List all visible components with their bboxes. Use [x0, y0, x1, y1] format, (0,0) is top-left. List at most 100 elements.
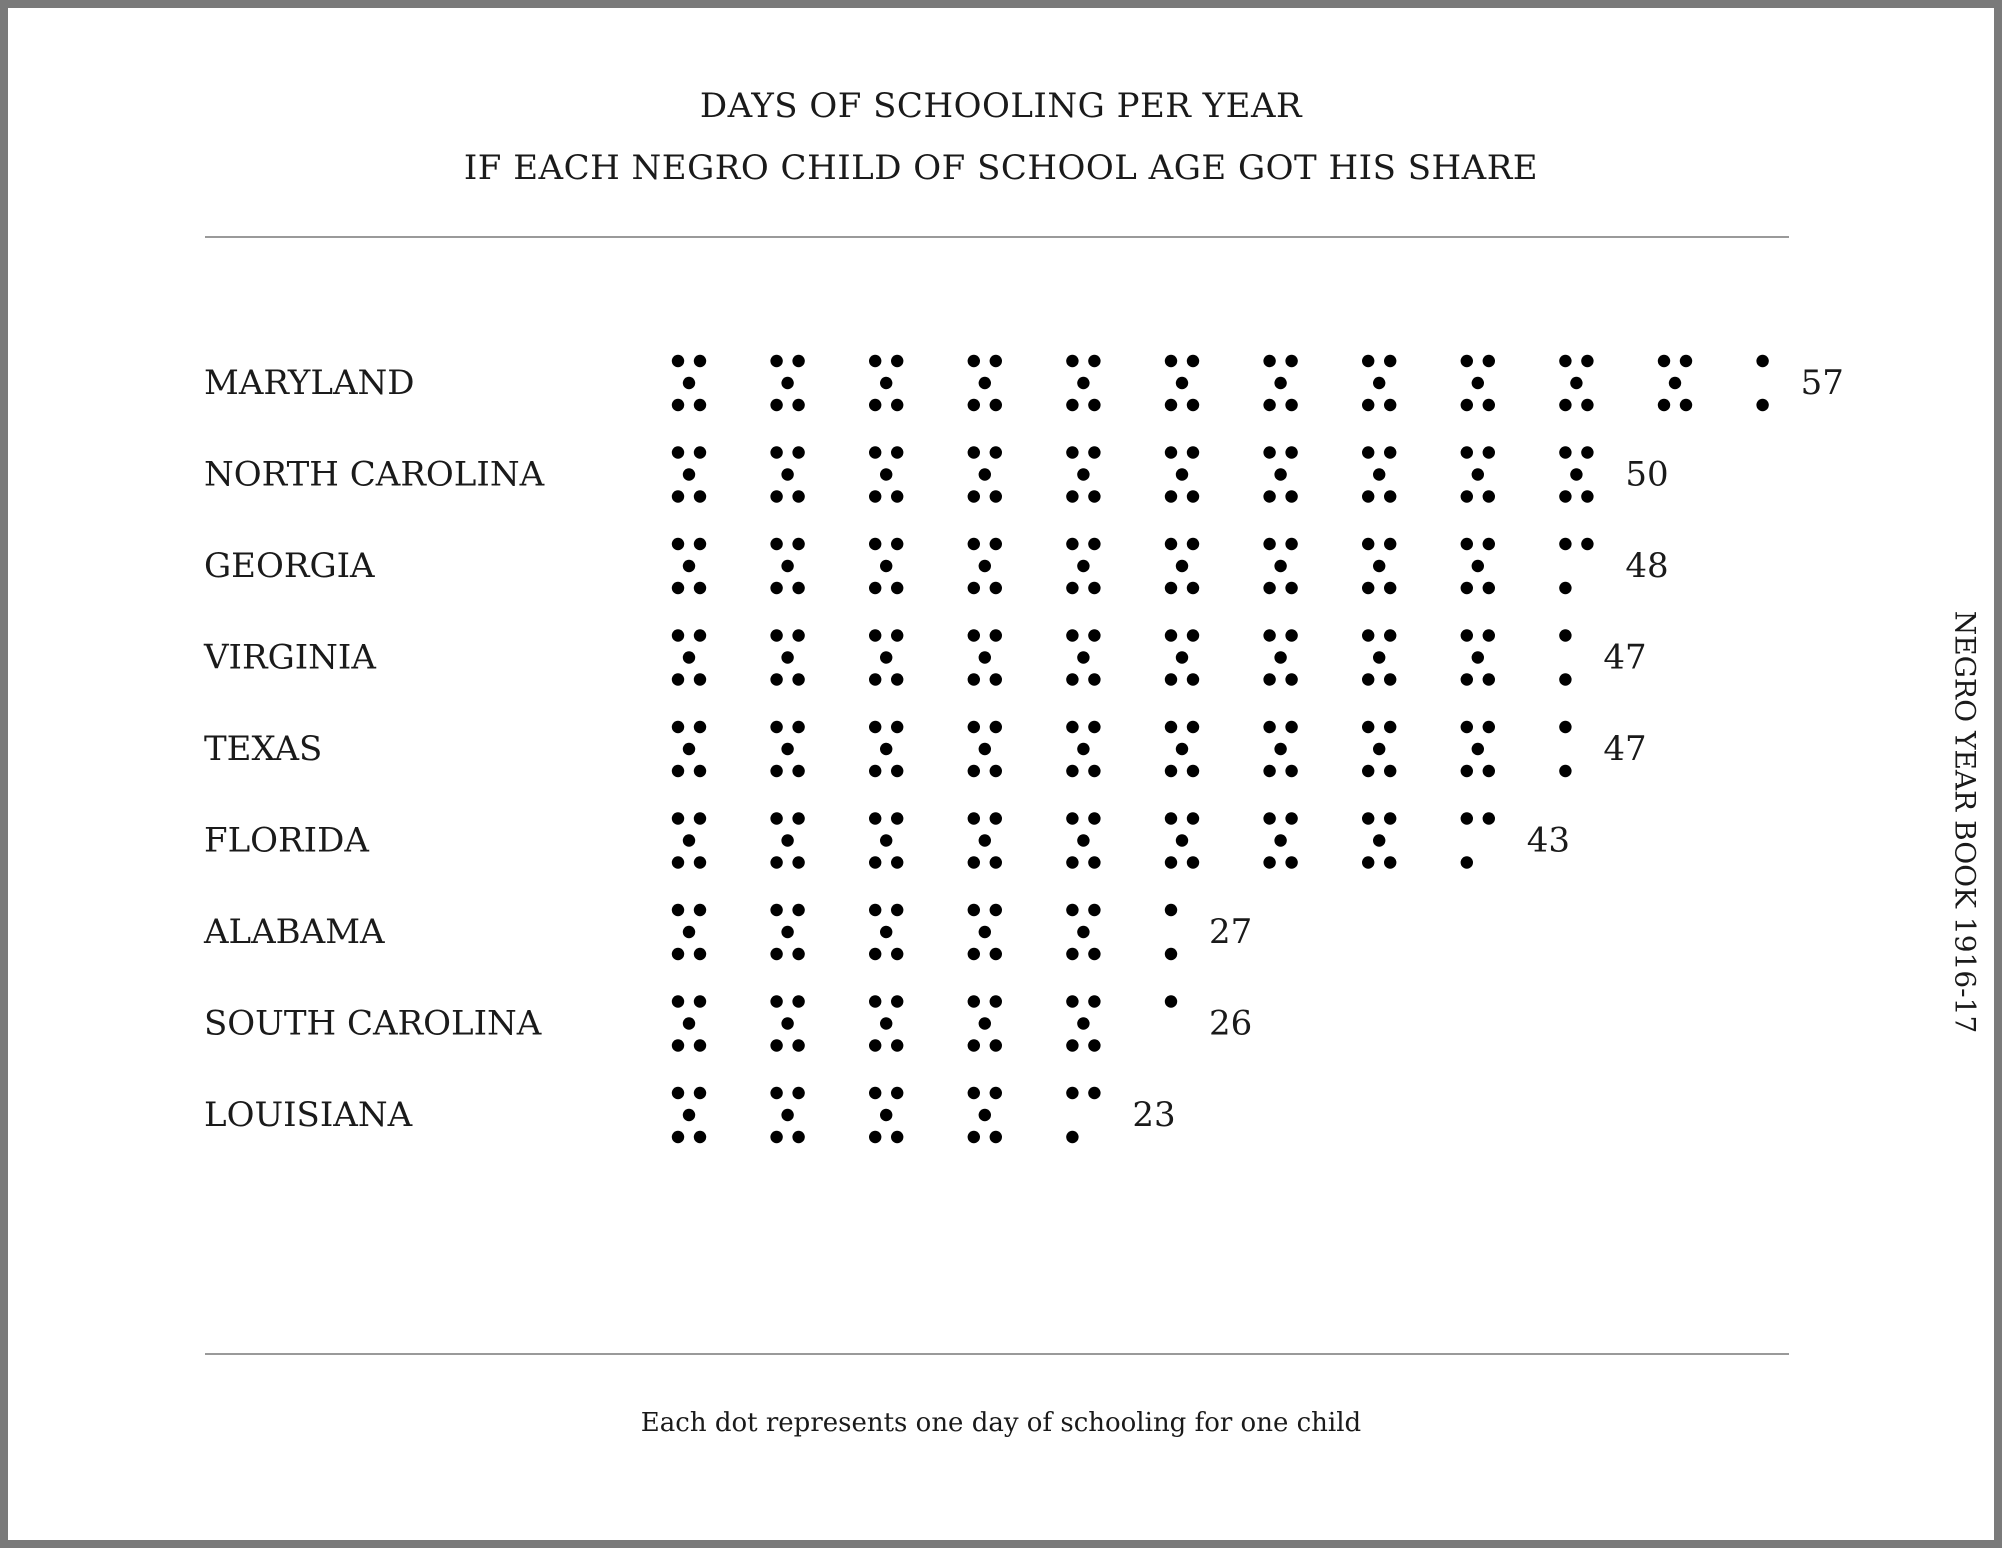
data-dot: [693, 581, 707, 595]
data-dot: [1263, 856, 1276, 869]
data-dot: [880, 376, 893, 390]
data-dot: [869, 1130, 882, 1144]
data-dot: [1570, 468, 1583, 481]
data-dot: [671, 995, 685, 1008]
data-dot: [1164, 995, 1178, 1008]
data-dot: [1088, 398, 1101, 412]
data-dot: [1559, 720, 1572, 734]
data-dot: [693, 764, 707, 778]
value-label: 43: [1527, 821, 1570, 861]
data-dot: [693, 629, 707, 642]
data-dot: [1175, 742, 1189, 756]
data-dot: [1186, 398, 1200, 412]
data-dot: [770, 720, 783, 734]
data-dot: [1384, 812, 1397, 825]
data-dot: [1263, 398, 1276, 412]
data-dot: [967, 720, 980, 734]
data-dot: [967, 398, 980, 412]
data-dot: [1077, 742, 1090, 756]
data-dot: [792, 720, 805, 734]
data-dot: [1088, 764, 1101, 778]
dot-row: [671, 446, 1594, 503]
data-dot: [880, 468, 893, 481]
data-dot: [693, 720, 707, 734]
data-dot: [1077, 468, 1090, 481]
data-dot: [1164, 537, 1178, 551]
data-dot: [693, 354, 707, 368]
data-dot: [891, 629, 904, 642]
data-dot: [1559, 581, 1572, 595]
data-dot: [682, 651, 696, 664]
data-dot: [869, 1039, 882, 1052]
data-dot: [989, 903, 1002, 917]
data-dot: [1186, 537, 1200, 551]
data-dot: [869, 856, 882, 869]
data-dot: [770, 398, 783, 412]
data-dot: [869, 947, 882, 961]
data-dot: [1066, 446, 1079, 459]
data-dot: [1362, 490, 1375, 503]
data-dot: [978, 1017, 991, 1030]
data-dot: [891, 1130, 904, 1144]
data-dot: [792, 1039, 805, 1052]
data-dot: [1164, 673, 1178, 686]
data-dot: [891, 947, 904, 961]
dot-row: [671, 1086, 1101, 1144]
data-dot: [869, 764, 882, 778]
data-dot: [891, 446, 904, 459]
data-dot: [1460, 354, 1474, 368]
data-dot: [1263, 629, 1276, 642]
data-dot: [693, 856, 707, 869]
data-dot: [1175, 559, 1189, 573]
data-dot: [1657, 354, 1671, 368]
data-dot: [1066, 764, 1079, 778]
data-dot: [671, 490, 685, 503]
data-dot: [1460, 812, 1474, 825]
data-dot: [1077, 376, 1090, 390]
chart-page: DAYS OF SCHOOLING PER YEAR IF EACH NEGRO…: [8, 8, 1994, 1540]
category-label: TEXAS: [204, 729, 322, 769]
bottom-divider: [205, 1353, 1789, 1355]
data-dot: [1373, 559, 1386, 573]
data-dot: [781, 1017, 794, 1030]
data-dot: [978, 376, 991, 390]
data-dot: [1581, 490, 1594, 503]
data-dot: [1756, 354, 1769, 368]
data-dot: [967, 1086, 980, 1100]
data-dot: [967, 903, 980, 917]
data-dot: [1263, 720, 1276, 734]
data-dot: [1285, 673, 1298, 686]
data-dot: [967, 1130, 980, 1144]
dot-chart: MARYLAND 57 NORTH CAROLINA 50 GEORGIA 48 VIRGI…: [203, 354, 1844, 1144]
data-dot: [978, 559, 991, 573]
data-dot: [1186, 720, 1200, 734]
data-dot: [1373, 742, 1386, 756]
data-dot: [967, 1039, 980, 1052]
data-dot: [693, 812, 707, 825]
data-dot: [891, 537, 904, 551]
value-label: 50: [1625, 455, 1668, 495]
data-dot: [1186, 354, 1200, 368]
category-label: MARYLAND: [204, 363, 415, 403]
data-dot: [792, 1086, 805, 1100]
data-dot: [1263, 764, 1276, 778]
value-label: 48: [1625, 546, 1668, 586]
data-dot: [770, 537, 783, 551]
dot-row: [671, 812, 1496, 869]
data-dot: [693, 1086, 707, 1100]
data-dot: [1362, 764, 1375, 778]
data-dot: [967, 537, 980, 551]
data-dot: [989, 764, 1002, 778]
data-dot: [1164, 903, 1178, 917]
data-dot: [1362, 629, 1375, 642]
data-dot: [1384, 673, 1397, 686]
data-dot: [891, 1039, 904, 1052]
data-dot: [869, 903, 882, 917]
data-dot: [1066, 1086, 1079, 1100]
data-dot: [989, 398, 1002, 412]
data-dot: [1362, 354, 1375, 368]
data-dot: [1066, 1130, 1079, 1144]
data-dot: [869, 673, 882, 686]
data-dot: [880, 1108, 893, 1122]
value-label: 47: [1603, 638, 1646, 678]
